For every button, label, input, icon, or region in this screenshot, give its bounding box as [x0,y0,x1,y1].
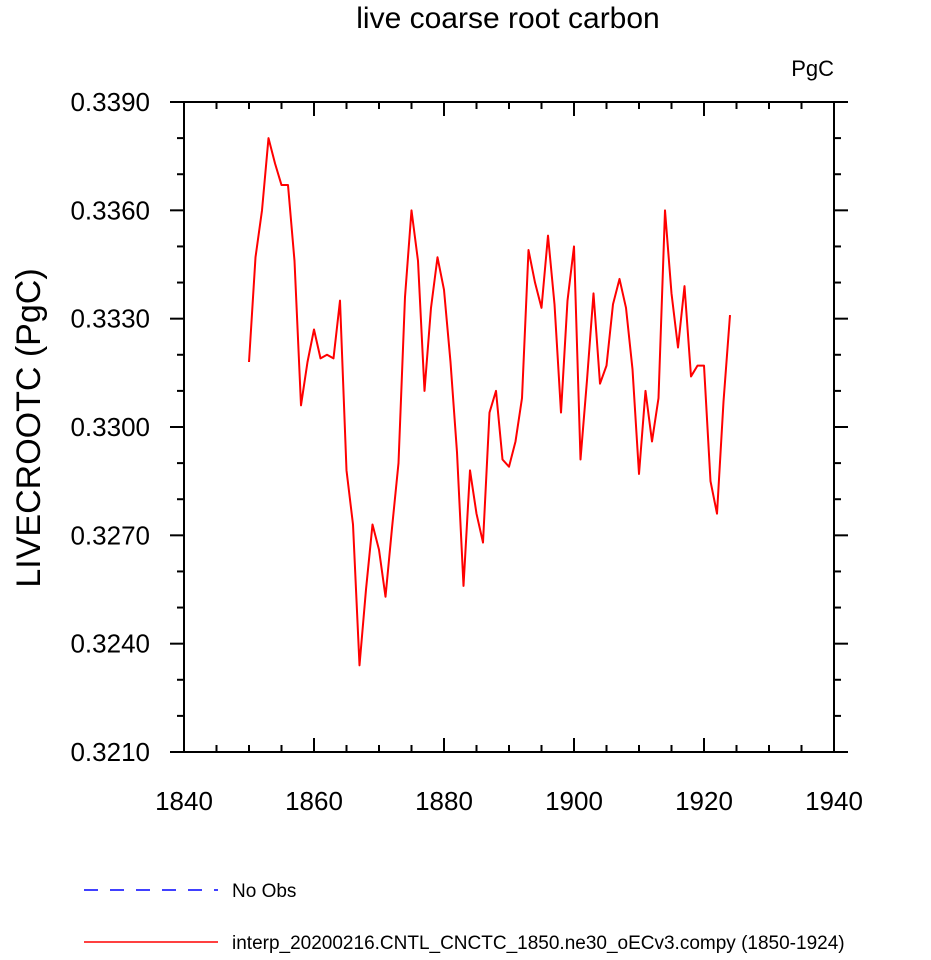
x-tick-label: 1880 [415,786,473,816]
axis-ticks [170,101,848,753]
x-tick-label: 1900 [545,786,603,816]
y-tick-label: 0.3390 [70,87,150,117]
y-tick-label: 0.3270 [70,520,150,550]
plot-frame [183,101,835,753]
units-label: PgC [791,56,834,81]
x-tick-label: 1840 [155,786,213,816]
y-tick-label: 0.3330 [70,304,150,334]
chart-title: live coarse root carbon [356,2,660,35]
axis-tick-labels: 1840 1860 1880 1900 1920 1940 0.3210 0.3240 0.32… [70,87,862,816]
legend: No Obs interp_20200216.CNTL_CNCTC_1850.ne… [84,881,845,954]
y-axis-label: LIVECROOTC (PgC) [10,268,48,587]
x-tick-label: 1940 [805,786,863,816]
y-tick-label: 0.3300 [70,412,150,442]
x-tick-label: 1860 [285,786,343,816]
y-tick-label: 0.3210 [70,737,150,767]
series-line-1 [248,137,731,667]
y-tick-label: 0.3240 [70,629,150,659]
legend-label-0: No Obs [232,881,296,902]
legend-label-1: interp_20200216.CNTL_CNCTC_1850.ne30_oEC… [232,933,845,954]
y-tick-label: 0.3360 [70,195,150,225]
series-layer [248,137,731,667]
x-tick-label: 1920 [675,786,733,816]
